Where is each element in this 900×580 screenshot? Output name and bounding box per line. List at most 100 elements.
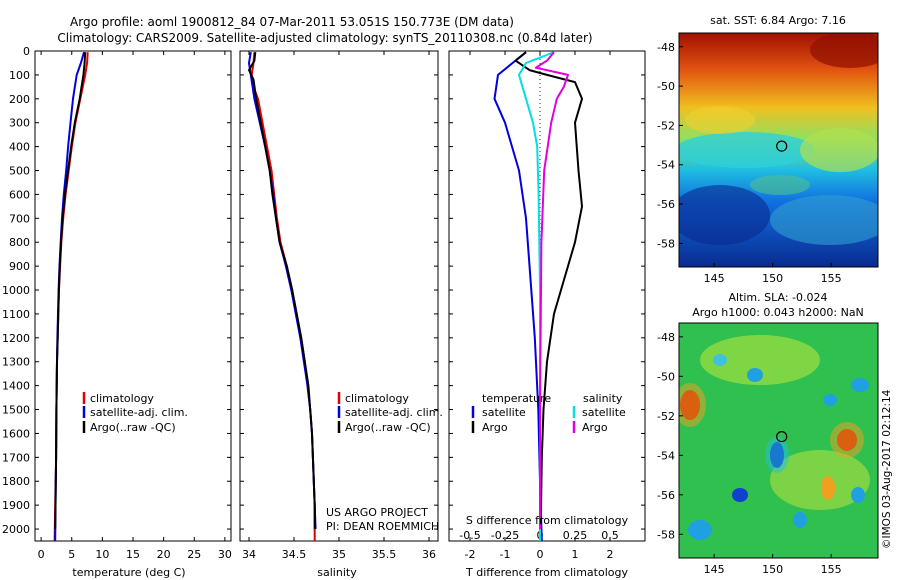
s-diff-tick-label: 0.25: [563, 529, 588, 542]
title-line-1: Argo profile: aoml 1900812_84 07-Mar-201…: [70, 15, 514, 29]
t-difference-axis-label: T difference from climatology: [465, 566, 628, 579]
x-tick-label: -1: [500, 548, 511, 561]
series-line-s-argo: [534, 51, 569, 529]
legend-label-argo: Argo(..raw -QC): [90, 421, 176, 434]
s-difference-axis-label: S difference from climatology: [466, 514, 629, 527]
legend-heading-salinity: salinity: [583, 392, 623, 405]
x-tick-label: 1: [572, 548, 579, 561]
map-x-tick-label: 155: [821, 272, 842, 285]
y-tick-label: 400: [9, 141, 30, 154]
profile-lines: [53, 51, 583, 542]
map-y-tick-label: -50: [657, 80, 675, 93]
x-tick-label: -2: [465, 548, 476, 561]
y-tick-label: 1100: [2, 308, 30, 321]
map-y-tick-label: -52: [657, 410, 675, 423]
sst-map-title: sat. SST: 6.84 Argo: 7.16: [710, 14, 846, 27]
sst-map-ticks: 145 150 155 -48 -50 -52 -54 -56 -58: [657, 41, 842, 285]
y-tick-label: 1700: [2, 451, 30, 464]
map-y-tick-label: -54: [657, 449, 675, 462]
x-tick-label: 15: [126, 548, 140, 561]
x-tick-label: 25: [187, 548, 201, 561]
map-y-tick-label: -50: [657, 370, 675, 383]
pi-annotation: PI: DEAN ROEMMICH: [326, 520, 439, 533]
project-annotation: US ARGO PROJECT: [326, 506, 428, 519]
x-tick-label: 2: [607, 548, 614, 561]
temperature-axis-label: temperature (deg C): [72, 566, 185, 579]
series-line-t-argo: [514, 51, 583, 530]
salinity-axis-label: salinity: [317, 566, 357, 579]
temperature-legend: climatology satellite-adj. clim. Argo(..…: [82, 392, 188, 434]
series-line-s-satellite: [518, 51, 555, 541]
s-diff-tick-label: -0.5: [459, 529, 480, 542]
sla-map-title-2: Argo h1000: 0.043 h2000: NaN: [692, 306, 864, 319]
x-tick-label: 0: [38, 548, 45, 561]
x-tick-label: 36: [422, 548, 436, 561]
map-y-tick-label: -58: [657, 528, 675, 541]
legend-label-argo: Argo(..raw -QC): [345, 421, 431, 434]
sst-argo-location-marker: [776, 140, 788, 152]
sla-map-image: [679, 323, 878, 558]
x-tick-label: 34: [242, 548, 256, 561]
map-y-tick-label: -52: [657, 119, 675, 132]
x-tick-label: 35.5: [372, 548, 397, 561]
sla-map-title-1: Altim. SLA: -0.024: [728, 291, 827, 304]
legend-label-satellite: satellite-adj. clim.: [345, 406, 443, 419]
difference-legend: temperature satellite Argo salinity sate…: [471, 392, 626, 434]
axis-ticks: 0100200300400500600700800900100011001200…: [2, 45, 645, 561]
y-tick-label: 300: [9, 117, 30, 130]
legend-label-s-argo: Argo: [582, 421, 608, 434]
sla-argo-location-marker: [776, 431, 788, 443]
y-tick-label: 0: [23, 45, 30, 58]
difference-plot-frame: [448, 50, 646, 542]
y-tick-label: 200: [9, 93, 30, 106]
y-tick-label: 700: [9, 212, 30, 225]
salinity-plot-frame: [239, 50, 439, 542]
y-tick-label: 1600: [2, 427, 30, 440]
y-tick-label: 1300: [2, 356, 30, 369]
y-tick-label: 1200: [2, 332, 30, 345]
temperature-plot-frame: [34, 50, 232, 542]
legend-label-climatology: climatology: [90, 392, 154, 405]
map-x-tick-label: 150: [762, 563, 783, 576]
map-x-tick-label: 145: [704, 272, 725, 285]
x-tick-label: 34.5: [282, 548, 307, 561]
legend-label-climatology: climatology: [345, 392, 409, 405]
y-tick-label: 900: [9, 260, 30, 273]
sst-map-frame: [678, 32, 879, 268]
sla-map-frame: [678, 322, 879, 559]
x-tick-label: 5: [68, 548, 75, 561]
map-x-tick-label: 145: [704, 563, 725, 576]
map-x-tick-label: 150: [762, 272, 783, 285]
legend-label-s-satellite: satellite: [582, 406, 626, 419]
x-tick-label: 20: [157, 548, 171, 561]
y-tick-label: 100: [9, 69, 30, 82]
y-tick-label: 600: [9, 188, 30, 201]
legend-label-satellite: satellite-adj. clim.: [90, 406, 188, 419]
map-y-tick-label: -58: [657, 237, 675, 250]
y-tick-label: 1900: [2, 499, 30, 512]
map-y-tick-label: -48: [657, 331, 675, 344]
series-line-argo-raw-qc: [248, 52, 316, 529]
legend-label-t-argo: Argo: [482, 421, 508, 434]
series-line-argo-raw-qc: [54, 52, 87, 530]
sst-map-image: [679, 33, 878, 267]
y-tick-label: 800: [9, 236, 30, 249]
credit-text: ©IMOS 03-Aug-2017 02:12:14: [881, 389, 893, 549]
x-tick-label: 30: [218, 548, 232, 561]
legend-label-t-satellite: satellite: [482, 406, 526, 419]
x-tick-label: 35: [332, 548, 346, 561]
map-y-tick-label: -56: [657, 198, 675, 211]
series-line-t-satellite: [493, 51, 543, 542]
sla-map-ticks: 145 150 155 -48 -50 -52 -54 -56 -58: [657, 331, 842, 576]
y-tick-label: 1500: [2, 404, 30, 417]
x-tick-label: 10: [95, 548, 109, 561]
y-tick-label: 500: [9, 165, 30, 178]
s-diff-tick-label: 0.5: [601, 529, 619, 542]
map-x-tick-label: 155: [821, 563, 842, 576]
y-tick-label: 1000: [2, 284, 30, 297]
salinity-legend: climatology satellite-adj. clim. Argo(..…: [326, 392, 443, 533]
title-line-2: Climatology: CARS2009. Satellite-adjuste…: [57, 31, 592, 45]
y-tick-label: 1800: [2, 475, 30, 488]
x-tick-label: 0: [537, 548, 544, 561]
